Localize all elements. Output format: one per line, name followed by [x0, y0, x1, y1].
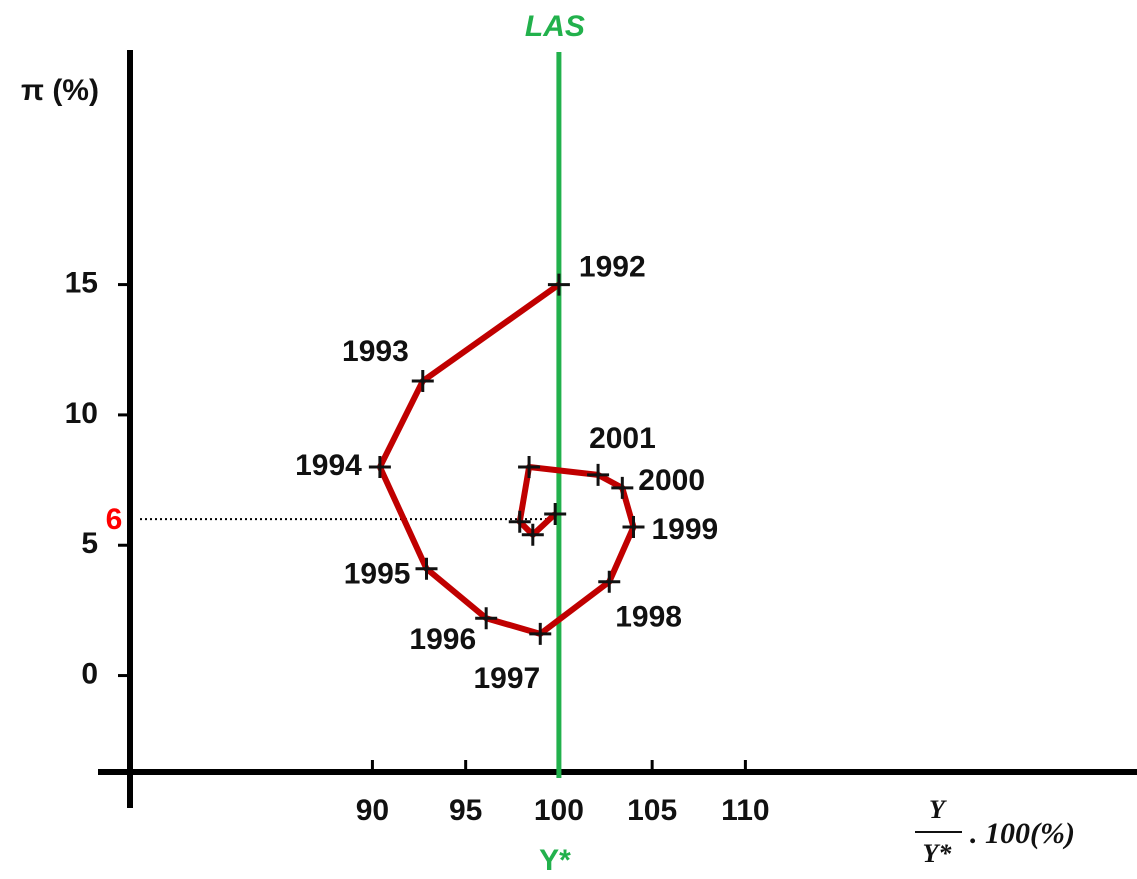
y-tick-label: 5 — [81, 527, 98, 560]
x-label-suffix: . 100(%) — [970, 817, 1075, 850]
point-label: 1994 — [295, 449, 362, 482]
x-tick-label: 90 — [356, 794, 389, 827]
point-marker — [587, 463, 610, 486]
x-label-numerator: Y — [929, 795, 947, 824]
point-marker — [475, 607, 498, 630]
point-label: 1995 — [344, 558, 411, 591]
guide-label: 6 — [106, 503, 123, 536]
x-tick-label: 100 — [534, 794, 584, 827]
point-label: 2000 — [638, 464, 705, 497]
x-tick-label: 95 — [449, 794, 482, 827]
las-label: LAS — [525, 10, 585, 43]
y-axis-label: π (%) — [21, 74, 99, 107]
point-marker — [598, 570, 621, 593]
x-tick-label: 105 — [627, 794, 677, 827]
point-marker — [521, 523, 544, 546]
point-label: 1992 — [579, 251, 646, 284]
point-label: 2001 — [589, 422, 656, 455]
x-axis-label: Y Y* . 100(%) — [915, 795, 1075, 868]
point-label: 1998 — [615, 601, 682, 634]
point-label: 1997 — [474, 662, 541, 695]
point-marker — [611, 476, 634, 499]
y-tick-label: 0 — [81, 657, 98, 690]
y-tick-label: 10 — [65, 397, 98, 430]
point-marker — [529, 622, 552, 645]
y-tick-label: 15 — [65, 267, 98, 300]
point-marker — [411, 370, 434, 393]
point-marker — [518, 456, 541, 479]
las-bottom-label: Y* — [539, 844, 571, 877]
x-tick-label: 110 — [721, 794, 769, 827]
point-marker — [415, 557, 438, 580]
point-label: 1996 — [409, 623, 476, 656]
point-label: 1999 — [652, 513, 719, 546]
x-label-denominator: Y* — [923, 839, 953, 868]
point-label: 1993 — [342, 335, 409, 368]
point-marker — [544, 502, 567, 525]
point-marker — [622, 515, 645, 538]
data-line — [376, 282, 637, 637]
point-marker — [368, 456, 391, 479]
point-marker — [508, 510, 531, 533]
point-marker — [547, 273, 570, 296]
